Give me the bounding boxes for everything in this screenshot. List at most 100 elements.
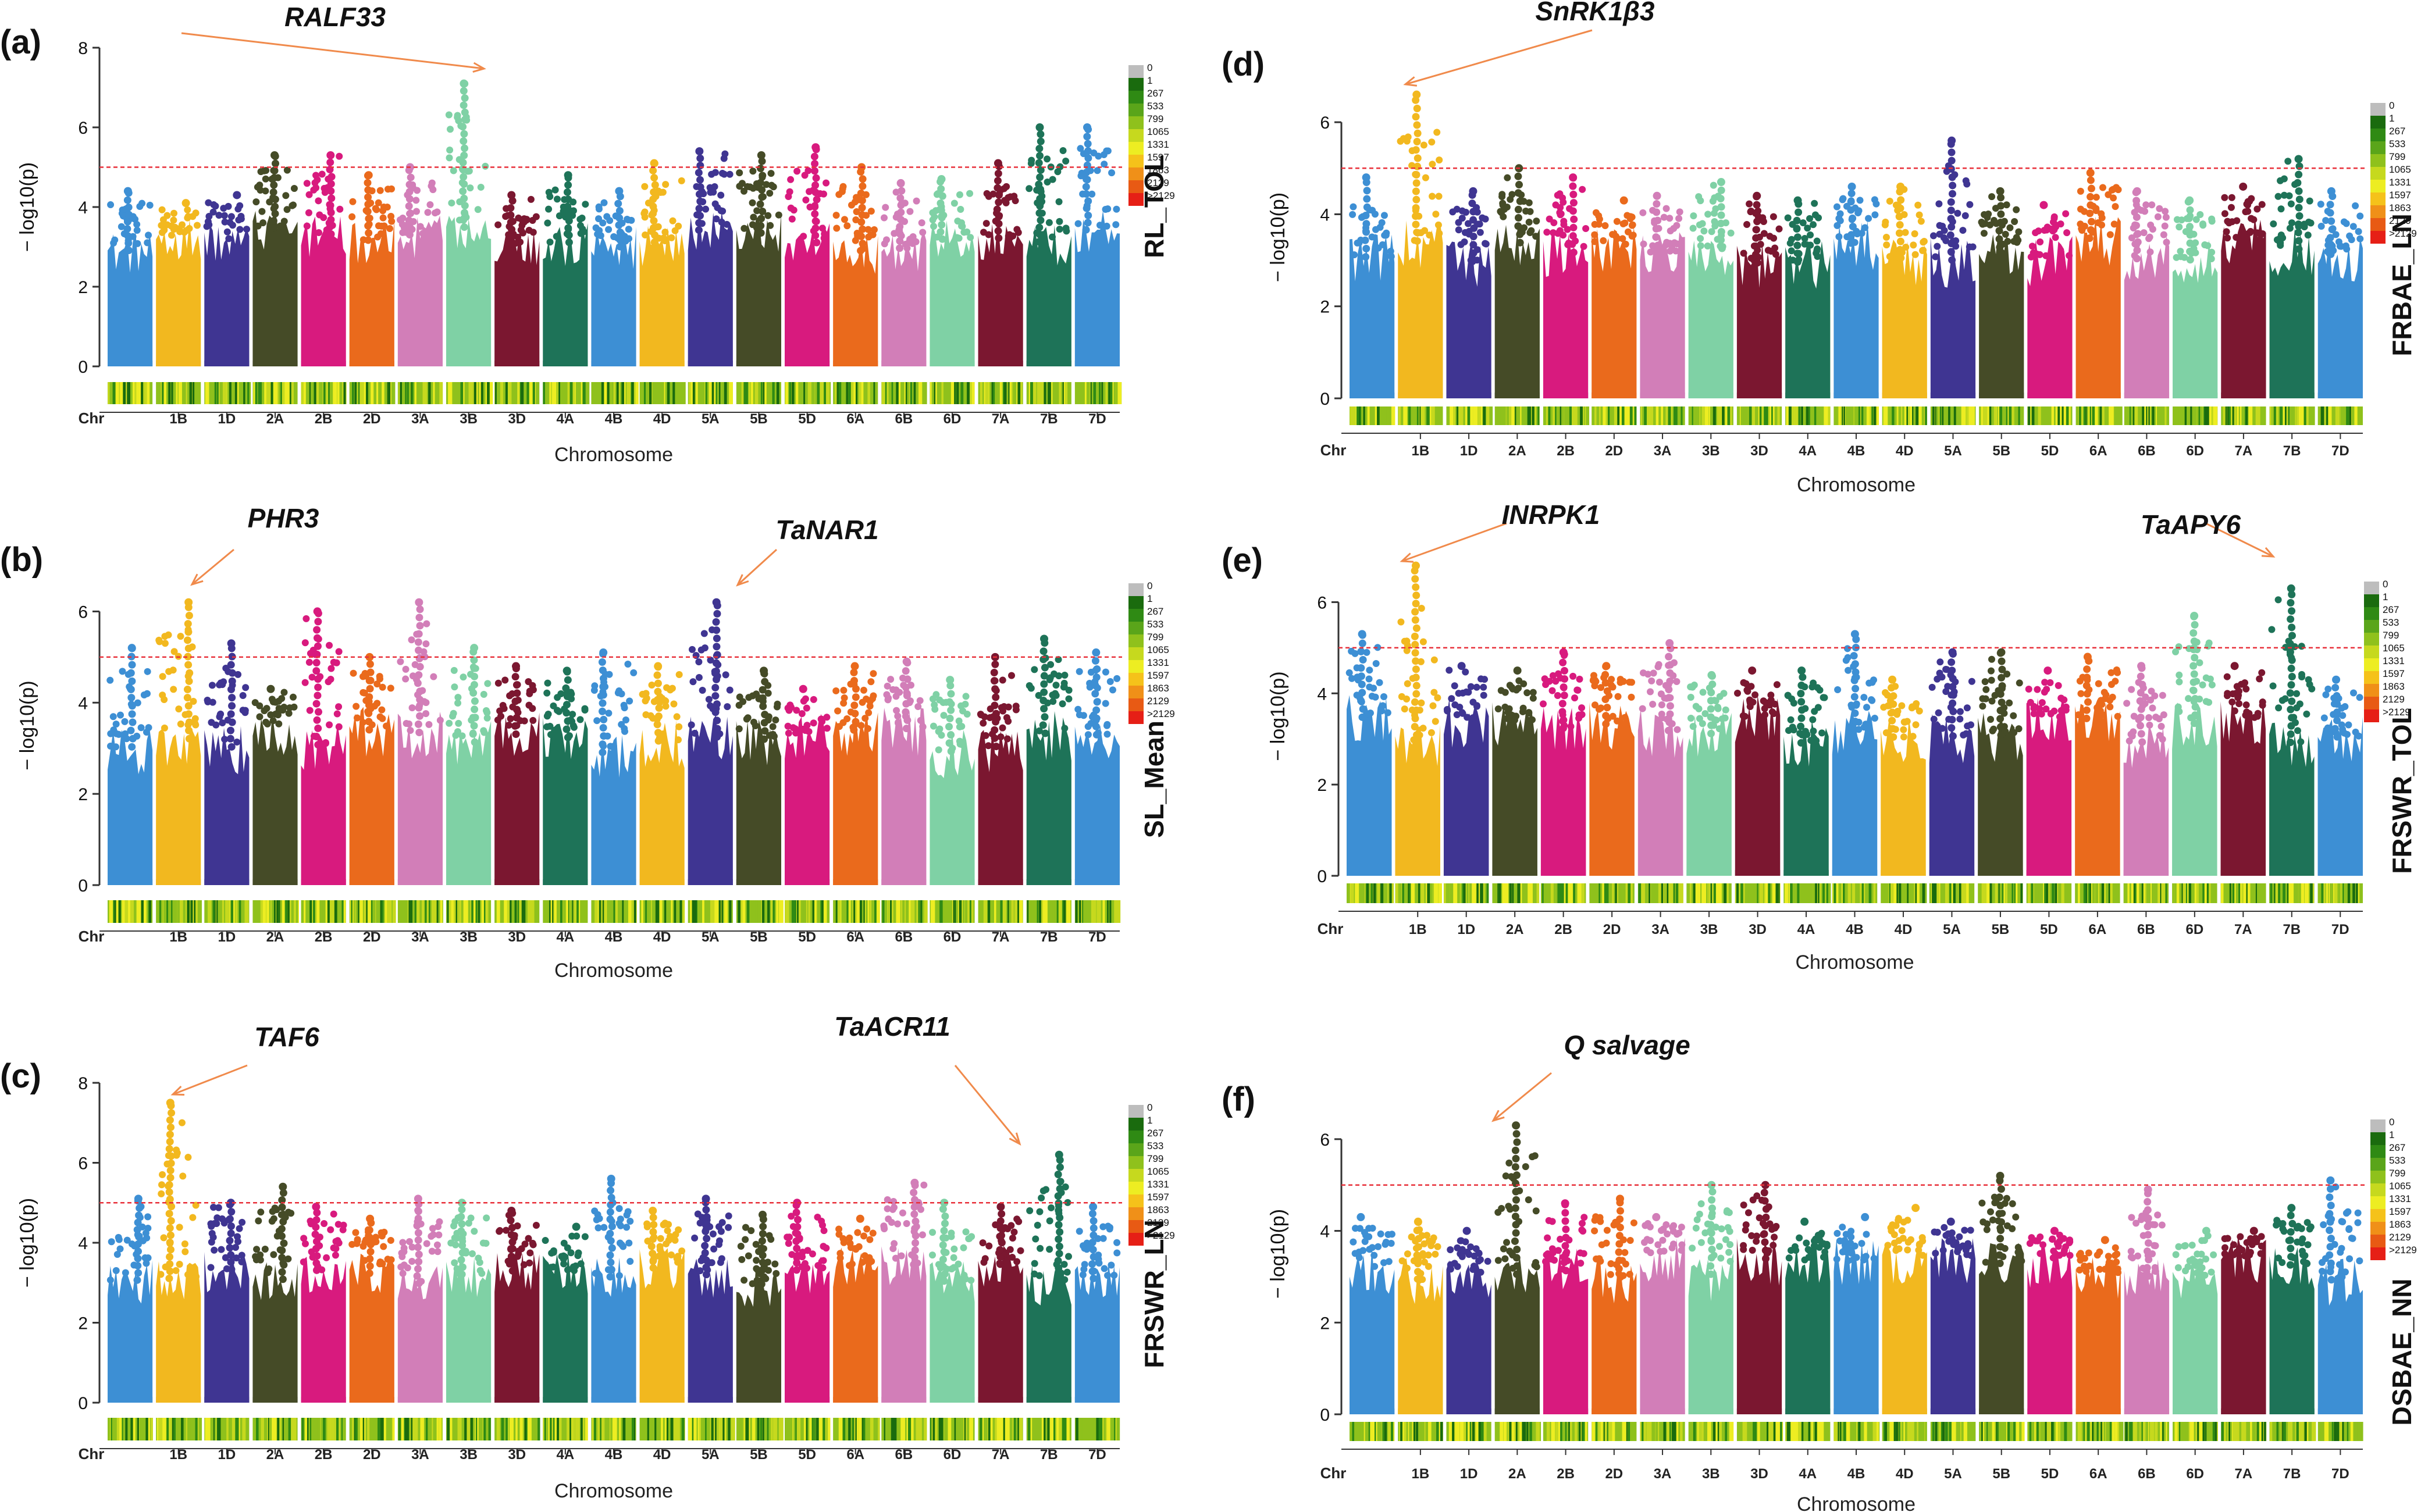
snp-point: [266, 198, 273, 206]
density-stripe: [664, 900, 667, 923]
density-stripe: [305, 1418, 308, 1440]
snp-point: [414, 1207, 422, 1215]
density-stripe: [846, 900, 849, 923]
density-stripe: [1009, 382, 1012, 404]
snp-point: [608, 1222, 616, 1231]
density-stripe: [1619, 406, 1624, 425]
snp-point: [267, 711, 275, 719]
density-stripe: [947, 1418, 950, 1440]
snp-point: [402, 675, 410, 683]
x-tick-label: 2B: [315, 411, 333, 427]
density-stripe: [852, 1418, 855, 1440]
density-stripe: [842, 1418, 846, 1440]
snp-point: [508, 1224, 517, 1232]
snp-point: [143, 690, 151, 697]
density-stripe: [242, 1418, 246, 1440]
density-stripe: [579, 382, 585, 404]
density-stripe: [322, 1418, 326, 1440]
snp-point: [884, 1196, 891, 1203]
snp-point: [405, 188, 414, 196]
snp-point: [793, 1251, 802, 1260]
snp-point: [404, 1264, 411, 1272]
snp-point: [955, 717, 963, 725]
snp-point: [380, 1228, 388, 1236]
snp-point: [1013, 1215, 1021, 1223]
snp-point: [433, 1241, 441, 1249]
snp-point: [906, 208, 914, 215]
snp-point: [995, 220, 1003, 228]
density-stripe: [757, 1418, 760, 1440]
density-stripe: [1419, 406, 1421, 425]
snp-point: [892, 1254, 899, 1262]
snp-point: [505, 722, 512, 729]
snp-point: [1088, 1210, 1096, 1218]
density-stripe: [661, 1418, 665, 1440]
chromosome-3B: [446, 644, 492, 923]
density-stripe: [198, 1418, 202, 1440]
density-stripe: [1483, 406, 1484, 425]
snp-point: [911, 1225, 919, 1233]
density-stripe: [1052, 900, 1055, 923]
snp-point: [599, 666, 607, 675]
density-stripe: [799, 1418, 803, 1440]
snp-point: [379, 214, 387, 222]
density-stripe: [679, 900, 682, 923]
snp-point: [1666, 215, 1674, 222]
density-stripe: [1105, 382, 1110, 404]
legend-label: >2129: [1147, 708, 1175, 719]
density-stripe: [371, 900, 376, 923]
density-stripe: [1059, 382, 1062, 404]
snp-point: [740, 224, 748, 232]
density-stripe: [1038, 1418, 1042, 1440]
density-stripe: [558, 382, 560, 404]
density-stripe: [884, 900, 888, 923]
snp-point: [991, 734, 999, 742]
snp-point: [772, 716, 779, 724]
snp-point: [563, 668, 571, 676]
density-stripe: [410, 1418, 415, 1440]
snp-point: [820, 1227, 828, 1235]
density-stripe: [206, 382, 209, 404]
chromosome-body: [1494, 224, 1540, 398]
density-stripe: [1027, 1418, 1031, 1440]
density-stripe: [1580, 406, 1583, 425]
density-stripe: [1007, 900, 1009, 923]
snp-point: [209, 208, 217, 216]
x-tick-label: 4B: [605, 411, 623, 427]
snp-point: [274, 711, 282, 719]
snp-point: [507, 1260, 515, 1268]
snp-point: [750, 718, 757, 726]
density-band-segment: [1026, 1418, 1071, 1440]
snp-point: [226, 726, 234, 734]
snp-point: [227, 710, 235, 718]
snp-point: [190, 697, 197, 705]
snp-point: [1090, 1224, 1098, 1232]
density-stripe: [303, 382, 306, 404]
snp-point: [1049, 176, 1056, 183]
density-stripe: [132, 382, 135, 404]
snp-point: [1436, 156, 1443, 164]
snp-point: [563, 188, 571, 196]
snp-point: [270, 174, 278, 182]
density-stripe: [317, 900, 320, 923]
density-stripe: [1644, 406, 1646, 425]
snp-point: [133, 1226, 141, 1234]
snp-point: [757, 1244, 766, 1252]
snp-point: [955, 1260, 962, 1268]
chromosome-body: [736, 1264, 781, 1403]
density-stripe: [1078, 900, 1081, 923]
legend-label: 533: [1147, 101, 1163, 112]
density-stripe: [119, 1418, 122, 1440]
snp-point: [407, 173, 415, 181]
density-stripe: [500, 900, 504, 923]
chromosome-base: [591, 1397, 636, 1403]
snp-point: [415, 1200, 423, 1208]
snp-point: [185, 734, 193, 743]
chromosome-body: [301, 1257, 346, 1403]
x-tick-label: 4D: [653, 1447, 671, 1463]
snp-point: [678, 177, 685, 184]
density-stripe: [130, 900, 134, 923]
gene-label: TaNAR1: [775, 515, 878, 545]
density-stripe: [938, 1418, 941, 1440]
